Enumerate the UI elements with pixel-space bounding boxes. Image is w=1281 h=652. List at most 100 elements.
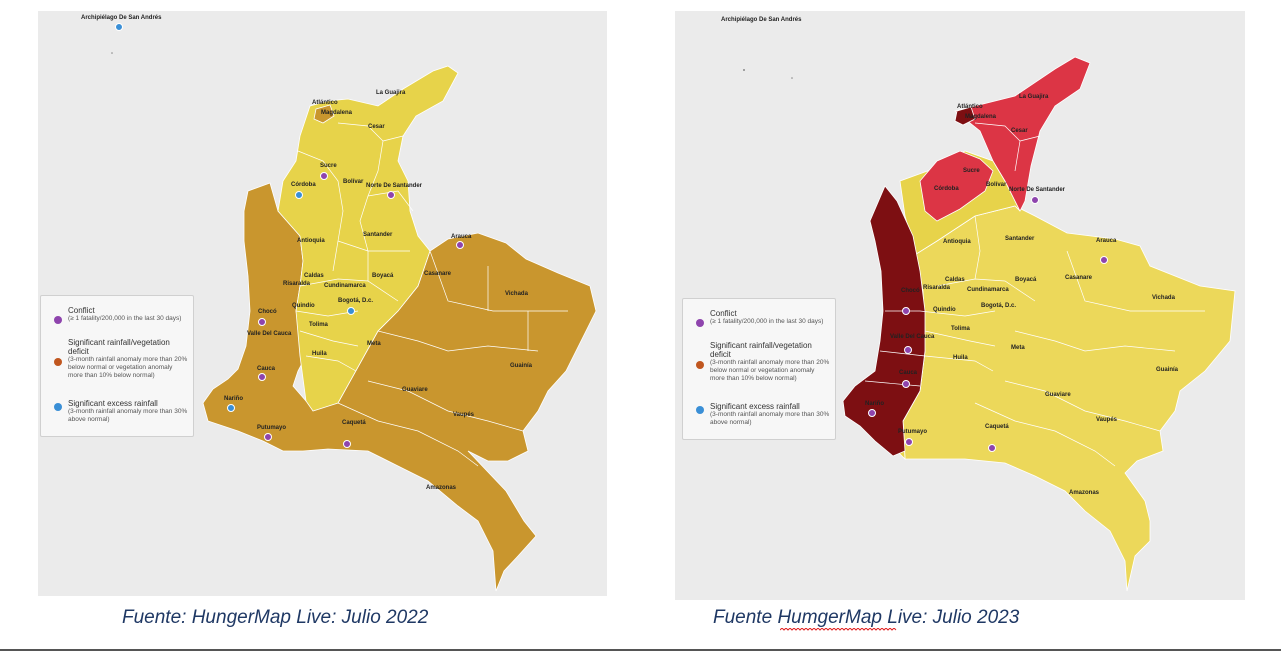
label-amazonas: Amazonas: [426, 485, 457, 491]
department-borders: [295, 122, 568, 467]
label-choco: Chocó: [901, 288, 920, 294]
legend-excess: Significant excess rainfall (3-month rai…: [696, 402, 831, 427]
label-huila: Huila: [312, 351, 327, 357]
label-antioquia: Antioquia: [297, 238, 325, 244]
conflict-marker: [988, 444, 996, 452]
conflict-marker: [258, 318, 266, 326]
island: [743, 69, 745, 71]
label-valle-cauca: Valle Del Cauca: [890, 334, 935, 340]
label-san-andres: Archipiélago De San Andrés: [721, 17, 802, 23]
department-borders: [864, 122, 1205, 467]
conflict-marker: [902, 380, 910, 388]
label-valle-cauca: Valle Del Cauca: [247, 331, 292, 337]
legend-conflict: Conflict (≥ 1 fatality/200,000 in the la…: [696, 309, 831, 327]
region-south-east: [202, 182, 597, 592]
label-sucre: Sucre: [320, 163, 337, 169]
label-la-guajira: La Guajira: [376, 90, 406, 96]
legend-conflict-swatch: [54, 316, 62, 324]
label-vaupes: Vaupés: [1096, 417, 1118, 423]
label-guaviare: Guaviare: [1045, 392, 1071, 398]
label-guainia: Guainía: [510, 363, 533, 369]
label-risaralda: Risaralda: [283, 281, 311, 287]
label-meta: Meta: [1011, 345, 1025, 351]
region-atlantico: [954, 106, 976, 126]
label-atlantico: Atlántico: [312, 100, 338, 106]
label-san-andres: Archipiélago De San Andrés: [81, 15, 162, 21]
conflict-marker: [904, 346, 912, 354]
label-quindio: Quindío: [292, 303, 315, 309]
label-norte-santander: Norte De Santander: [1009, 187, 1066, 193]
label-caqueta: Caquetá: [342, 420, 366, 426]
legend-deficit-swatch: [54, 358, 62, 366]
label-cundinamarca: Cundinamarca: [324, 283, 366, 289]
label-vichada: Vichada: [505, 291, 528, 297]
label-boyaca: Boyacá: [1015, 277, 1037, 283]
conflict-marker: [387, 191, 395, 199]
conflict-marker: [258, 373, 266, 381]
label-amazonas: Amazonas: [1069, 490, 1100, 496]
label-santander: Santander: [1005, 236, 1035, 242]
label-casanare: Casanare: [1065, 275, 1093, 281]
label-cesar: Cesar: [368, 124, 385, 130]
region-darkred-pacific: [842, 185, 926, 457]
label-cordoba: Córdoba: [934, 186, 959, 192]
legend-excess-swatch: [696, 406, 704, 414]
caption-2023-part1: Fuente: [713, 607, 778, 628]
island: [791, 77, 793, 79]
label-arauca: Arauca: [1096, 238, 1117, 244]
caption-2023-misspelled: HumgerMap: [777, 607, 882, 628]
label-bogota: Bogotá, D.c.: [338, 298, 374, 304]
label-caldas: Caldas: [304, 273, 324, 279]
caption-2022: Fuente: HungerMap Live: Julio 2022: [122, 607, 429, 628]
excess-rainfall-marker: [115, 23, 123, 31]
conflict-marker: [902, 307, 910, 315]
caption-2023: Fuente HumgerMap Live: Julio 2023: [713, 607, 1019, 629]
conflict-marker: [1100, 256, 1108, 264]
label-guainia: Guainía: [1156, 367, 1179, 373]
label-arauca: Arauca: [451, 234, 472, 240]
label-caqueta: Caquetá: [985, 424, 1009, 430]
conflict-marker: [868, 409, 876, 417]
label-antioquia: Antioquia: [943, 239, 971, 245]
label-choco: Chocó: [258, 309, 277, 315]
label-quindio: Quindío: [933, 307, 956, 313]
label-norte-santander: Norte De Santander: [366, 183, 423, 189]
conflict-marker: [456, 241, 464, 249]
conflict-marker: [905, 438, 913, 446]
excess-rainfall-marker: [347, 307, 355, 315]
region-red-cordoba-sucre: [919, 150, 994, 222]
label-putumayo: Putumayo: [257, 425, 287, 431]
map-panel-2022: Archipiélago De San Andrés La Guajira At…: [38, 11, 607, 596]
legend-deficit: Significant rainfall/vegetation deficit …: [54, 338, 189, 380]
region-atlantico: [313, 104, 335, 124]
region-north-central: [277, 65, 459, 412]
caption-2023-part3: Live: Julio 2023: [881, 607, 1020, 628]
region-red-north: [954, 56, 1091, 212]
label-narino: Nariño: [224, 396, 244, 402]
excess-rainfall-marker: [227, 404, 235, 412]
label-cauca: Cauca: [899, 370, 918, 376]
label-bogota: Bogotá, D.c.: [981, 303, 1017, 309]
legend-deficit-swatch: [696, 361, 704, 369]
conflict-marker: [320, 172, 328, 180]
label-tolima: Tolima: [309, 322, 328, 328]
map-legend: Conflict (≥ 1 fatality/200,000 in the la…: [682, 298, 836, 440]
island: [111, 52, 113, 54]
label-sucre: Sucre: [963, 168, 980, 174]
label-santander: Santander: [363, 232, 393, 238]
label-boyaca: Boyacá: [372, 273, 394, 279]
label-casanare: Casanare: [424, 271, 452, 277]
colombia-map-2022: [111, 27, 597, 592]
map-legend: Conflict (≥ 1 fatality/200,000 in the la…: [40, 295, 194, 437]
label-huila: Huila: [953, 355, 968, 361]
label-magdalena: Magdalena: [321, 110, 353, 116]
legend-conflict: Conflict (≥ 1 fatality/200,000 in the la…: [54, 306, 189, 324]
label-vichada: Vichada: [1152, 295, 1175, 301]
label-bolivar: Bolívar: [343, 179, 364, 185]
legend-conflict-swatch: [696, 319, 704, 327]
label-la-guajira: La Guajira: [1019, 94, 1049, 100]
label-bolivar: Bolívar: [986, 182, 1007, 188]
label-cauca: Cauca: [257, 366, 276, 372]
label-cesar: Cesar: [1011, 128, 1028, 134]
colombia-map-2023: [743, 56, 1236, 592]
